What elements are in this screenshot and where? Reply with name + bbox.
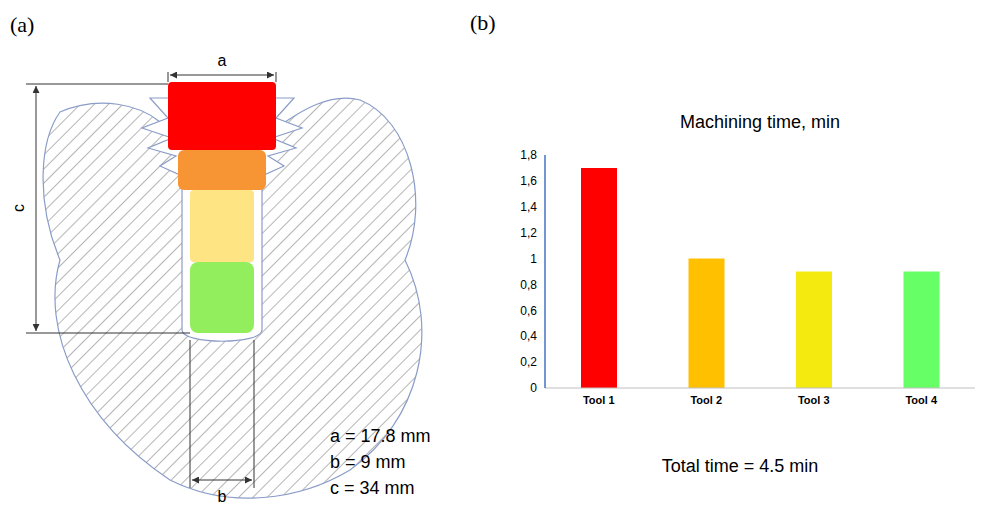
svg-text:0,6: 0,6 (520, 304, 537, 318)
svg-text:c: c (10, 204, 27, 212)
svg-text:(a): (a) (10, 12, 34, 37)
svg-text:b = 9 mm: b = 9 mm (330, 452, 406, 472)
svg-text:a = 17.8 mm: a = 17.8 mm (330, 426, 431, 446)
svg-text:Tool 2: Tool 2 (690, 394, 722, 406)
svg-text:0,2: 0,2 (520, 355, 537, 369)
svg-text:a: a (218, 52, 227, 69)
html-text:(b): (b) (470, 10, 496, 35)
svg-text:1,6: 1,6 (520, 174, 537, 188)
svg-text:1,2: 1,2 (520, 226, 537, 240)
svg-text:0: 0 (530, 381, 537, 395)
html-text:Machining time, min: Machining time, min (680, 112, 840, 132)
html-text:Total time = 4.5 min: Total time = 4.5 min (661, 456, 819, 476)
svg-text:0,8: 0,8 (520, 278, 537, 292)
svg-text:1,4: 1,4 (520, 200, 537, 214)
svg-text:Tool 4: Tool 4 (905, 394, 937, 406)
svg-text:Tool 1: Tool 1 (583, 394, 615, 406)
svg-text:Tool 3: Tool 3 (798, 394, 830, 406)
svg-text:c = 34 mm: c = 34 mm (330, 478, 415, 498)
svg-text:0,4: 0,4 (520, 329, 537, 343)
svg-text:b: b (218, 488, 227, 505)
svg-text:1: 1 (530, 252, 537, 266)
svg-text:1,8: 1,8 (520, 148, 537, 162)
